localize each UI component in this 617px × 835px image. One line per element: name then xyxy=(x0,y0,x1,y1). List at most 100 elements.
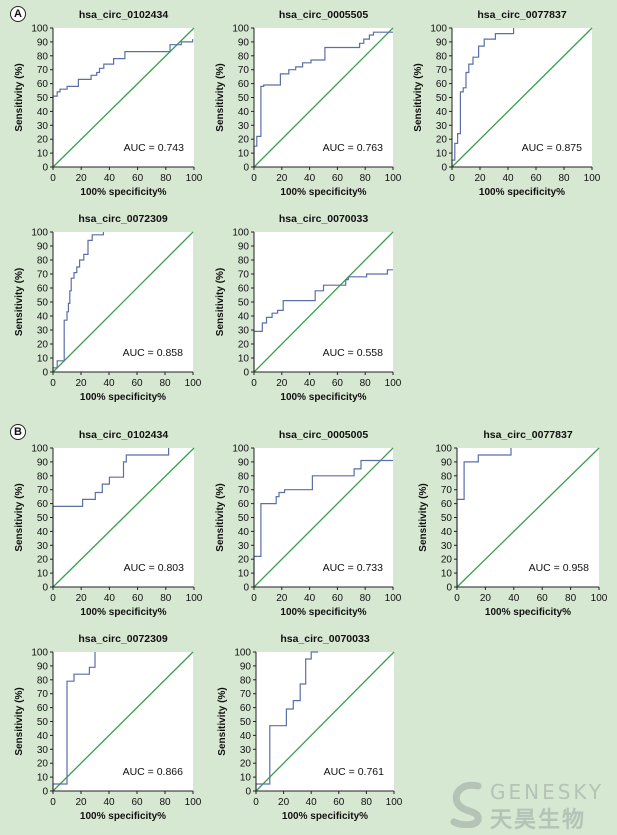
roc-plot-1-x-tick-label: 40 xyxy=(104,173,116,184)
roc-plot-2-y-tick-label: 70 xyxy=(238,65,250,76)
roc-plot-2-y-tick-label: 20 xyxy=(238,135,250,146)
roc-plot-2-y-tick-label: 10 xyxy=(238,149,250,160)
roc-plot-2-x-tick-label: 20 xyxy=(276,173,288,184)
roc-plot-6-y-tick-label: 50 xyxy=(37,513,49,524)
roc-plot-5-title: hsa_circ_0070033 xyxy=(279,213,368,225)
roc-plot-10-x-tick-label: 80 xyxy=(361,797,373,808)
roc-plot-5-y-tick-label: 0 xyxy=(243,368,249,379)
roc-plot-6-y-axis-label: Sensitivity (%) xyxy=(14,483,25,551)
roc-plot-3-y-tick-label: 100 xyxy=(430,24,447,35)
roc-plot-1-y-tick-label: 10 xyxy=(37,149,49,160)
roc-plot-3-reference-line xyxy=(451,27,593,168)
roc-plot-2-y-tick-label: 80 xyxy=(238,51,250,62)
panel-label-b: B xyxy=(10,424,26,440)
roc-plot-5-x-tick-label: 0 xyxy=(251,378,257,389)
roc-plot-2-x-axis-label: 100% specificity% xyxy=(280,187,366,198)
roc-plot-9-y-tick-label: 80 xyxy=(37,675,49,686)
roc-plot-3-auc-label: AUC = 0.875 xyxy=(522,142,583,154)
roc-plot-4-x-tick-label: 100 xyxy=(185,378,202,389)
roc-plot-8-x-tick-label: 0 xyxy=(454,593,460,604)
roc-plot-7-y-tick-label: 90 xyxy=(238,457,250,468)
roc-plot-5-x-tick-label: 40 xyxy=(304,378,316,389)
roc-plot-9-x-tick-label: 20 xyxy=(75,797,87,808)
roc-plot-10-auc-label: AUC = 0.761 xyxy=(324,766,385,778)
roc-plot-5-y-tick-label: 30 xyxy=(238,326,250,337)
roc-plot-4-x-axis-label: 100% specificity% xyxy=(80,392,166,403)
roc-plot-10-y-tick-label: 70 xyxy=(240,689,252,700)
roc-plot-1-roc-curve xyxy=(52,39,194,167)
roc-plot-9-x-tick-label: 0 xyxy=(50,797,56,808)
roc-plot-6-y-tick-label: 0 xyxy=(42,583,48,594)
roc-plot-1-y-tick-label: 70 xyxy=(37,65,49,76)
roc-plot-10-title: hsa_circ_0070033 xyxy=(280,633,369,645)
roc-plot-8-y-tick-label: 70 xyxy=(441,485,453,496)
roc-plot-6-reference-line xyxy=(52,447,195,588)
roc-plot-8-y-axis-label: Sensitivity (%) xyxy=(418,483,429,551)
roc-plot-1-y-tick-label: 80 xyxy=(37,51,49,62)
roc-plot-9-x-axis-label: 100% specificity% xyxy=(80,811,166,822)
roc-plot-3-x-tick-label: 60 xyxy=(530,173,542,184)
roc-plot-3-y-tick-label: 80 xyxy=(436,51,448,62)
roc-plot-4-y-tick-label: 30 xyxy=(37,326,49,337)
roc-plot-6-x-axis-label: 100% specificity% xyxy=(80,607,166,618)
roc-plot-5-auc-label: AUC = 0.558 xyxy=(323,347,384,359)
roc-plot-2-y-tick-label: 0 xyxy=(243,163,249,174)
roc-plot-5-y-tick-label: 70 xyxy=(238,270,250,281)
roc-plot-8-y-tick-label: 10 xyxy=(441,569,453,580)
roc-plot-5-roc-curve xyxy=(253,269,393,372)
roc-plot-2-y-axis-label: Sensitivity (%) xyxy=(215,63,226,131)
roc-plot-5-x-tick-label: 100 xyxy=(385,378,402,389)
roc-plot-6-x-tick-label: 20 xyxy=(76,593,88,604)
roc-plot-9-x-tick-label: 100 xyxy=(185,797,202,808)
roc-plot-1-x-tick-label: 80 xyxy=(160,173,172,184)
roc-plot-9-y-tick-label: 100 xyxy=(31,648,48,659)
roc-plot-4-y-tick-label: 70 xyxy=(37,270,49,281)
roc-plot-4-roc-curve xyxy=(52,232,104,372)
roc-plot-9-roc-curve xyxy=(52,652,96,791)
roc-plot-2-y-tick-label: 50 xyxy=(238,93,250,104)
roc-plot-4-y-tick-label: 100 xyxy=(31,228,48,239)
roc-plot-5-y-tick-label: 80 xyxy=(238,256,250,267)
roc-plot-6-x-tick-label: 40 xyxy=(104,593,116,604)
roc-plot-8-y-tick-label: 30 xyxy=(441,541,453,552)
roc-plot-1-y-tick-label: 40 xyxy=(37,107,49,118)
roc-plot-8-reference-line xyxy=(456,447,600,588)
roc-plot-10-y-tick-label: 40 xyxy=(240,731,252,742)
roc-plot-8-y-tick-label: 40 xyxy=(441,527,453,538)
roc-plot-10-y-tick-label: 80 xyxy=(240,675,252,686)
roc-plot-8-y-tick-label: 80 xyxy=(441,471,453,482)
roc-plot-8-title: hsa_circ_0077837 xyxy=(483,429,572,441)
roc-plot-10-y-tick-label: 20 xyxy=(240,759,252,770)
roc-plot-9-y-tick-label: 90 xyxy=(37,661,49,672)
roc-plot-4-title: hsa_circ_0072309 xyxy=(78,213,167,225)
roc-plot-7-x-tick-label: 60 xyxy=(332,593,344,604)
roc-plot-5-y-tick-label: 20 xyxy=(238,340,250,351)
roc-plot-7-x-tick-label: 100 xyxy=(385,593,402,604)
roc-plot-3-roc-curve xyxy=(451,28,515,167)
roc-plot-10-y-tick-label: 10 xyxy=(240,773,252,784)
roc-plot-5-x-tick-label: 20 xyxy=(276,378,288,389)
roc-plot-2-x-tick-label: 0 xyxy=(251,173,257,184)
roc-plot-6-x-tick-label: 60 xyxy=(132,593,144,604)
roc-plot-1-y-tick-label: 90 xyxy=(37,37,49,48)
roc-plot-7-y-axis-label: Sensitivity (%) xyxy=(215,483,226,551)
watermark-chinese: 天昊生物 xyxy=(490,808,587,833)
roc-plot-1-x-tick-label: 20 xyxy=(76,173,88,184)
roc-plot-9-y-axis-label: Sensitivity (%) xyxy=(14,687,25,755)
roc-plot-10-x-tick-label: 0 xyxy=(253,797,259,808)
roc-plot-3-y-tick-label: 0 xyxy=(441,163,447,174)
roc-plot-10-y-tick-label: 100 xyxy=(234,648,251,659)
roc-plot-10-x-tick-label: 40 xyxy=(306,797,318,808)
roc-plot-7-title: hsa_circ_0005005 xyxy=(279,429,368,441)
roc-plot-6-y-tick-label: 70 xyxy=(37,485,49,496)
roc-plot-1-y-tick-label: 100 xyxy=(31,24,48,35)
roc-plot-1-y-tick-label: 50 xyxy=(37,93,49,104)
roc-plot-8-y-tick-label: 60 xyxy=(441,499,453,510)
roc-plot-8-x-tick-label: 100 xyxy=(591,593,608,604)
roc-plot-7-y-tick-label: 100 xyxy=(232,444,249,455)
roc-plot-10-roc-curve xyxy=(255,651,319,791)
roc-plot-9-y-tick-label: 40 xyxy=(37,731,49,742)
roc-plot-3-x-axis-label: 100% specificity% xyxy=(479,187,565,198)
roc-plot-7-y-tick-label: 40 xyxy=(238,527,250,538)
roc-plot-1-x-tick-label: 60 xyxy=(132,173,144,184)
